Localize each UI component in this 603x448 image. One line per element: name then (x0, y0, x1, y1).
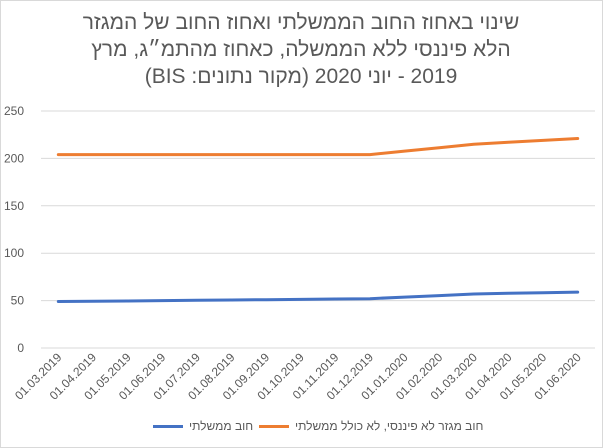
legend-swatch-blue (153, 424, 183, 428)
y-tick-label: 250 (4, 104, 24, 118)
y-tick-label: 200 (4, 151, 24, 165)
y-tick-label: 100 (4, 246, 24, 260)
x-axis-ticks: 01.03.201901.04.201901.05.201901.06.2019… (12, 350, 584, 403)
series-line-nonfinancial-debt (56, 137, 580, 157)
gridlines (41, 110, 595, 349)
legend-label: חוב מגזר לא פיננסי, לא כולל ממשלתי (295, 419, 484, 433)
chart-title-line: 2019 - יוני 2020 (מקור נתונים: BIS) (144, 65, 458, 88)
legend: חוב ממשלתי חוב מגזר לא פיננסי, לא כולל מ… (1, 419, 602, 439)
legend-label: חוב ממשלתי (189, 419, 254, 433)
chart-title: שינוי באחוז החוב הממשלתי ואחוז החוב של ה… (21, 9, 581, 90)
chart-title-line: הלא פיננסי ללא הממשלה, כאחוז מהתמ״ג, מרץ (91, 38, 511, 61)
chart-title-line: שינוי באחוז החוב הממשלתי ואחוז החוב של ה… (82, 11, 520, 34)
y-tick-label: 50 (11, 294, 25, 308)
legend-item-government-debt: חוב ממשלתי (153, 419, 253, 433)
series-line-government-debt (56, 290, 580, 303)
y-axis-ticks: 0 50 100 150 200 250 (4, 104, 24, 355)
legend-item-nonfinancial-debt: חוב מגזר לא פיננסי, לא כולל ממשלתי (259, 419, 483, 433)
series-lines (56, 137, 580, 303)
y-tick-label: 150 (4, 199, 24, 213)
legend-swatch-orange (259, 424, 289, 428)
y-tick-label: 0 (17, 341, 24, 355)
